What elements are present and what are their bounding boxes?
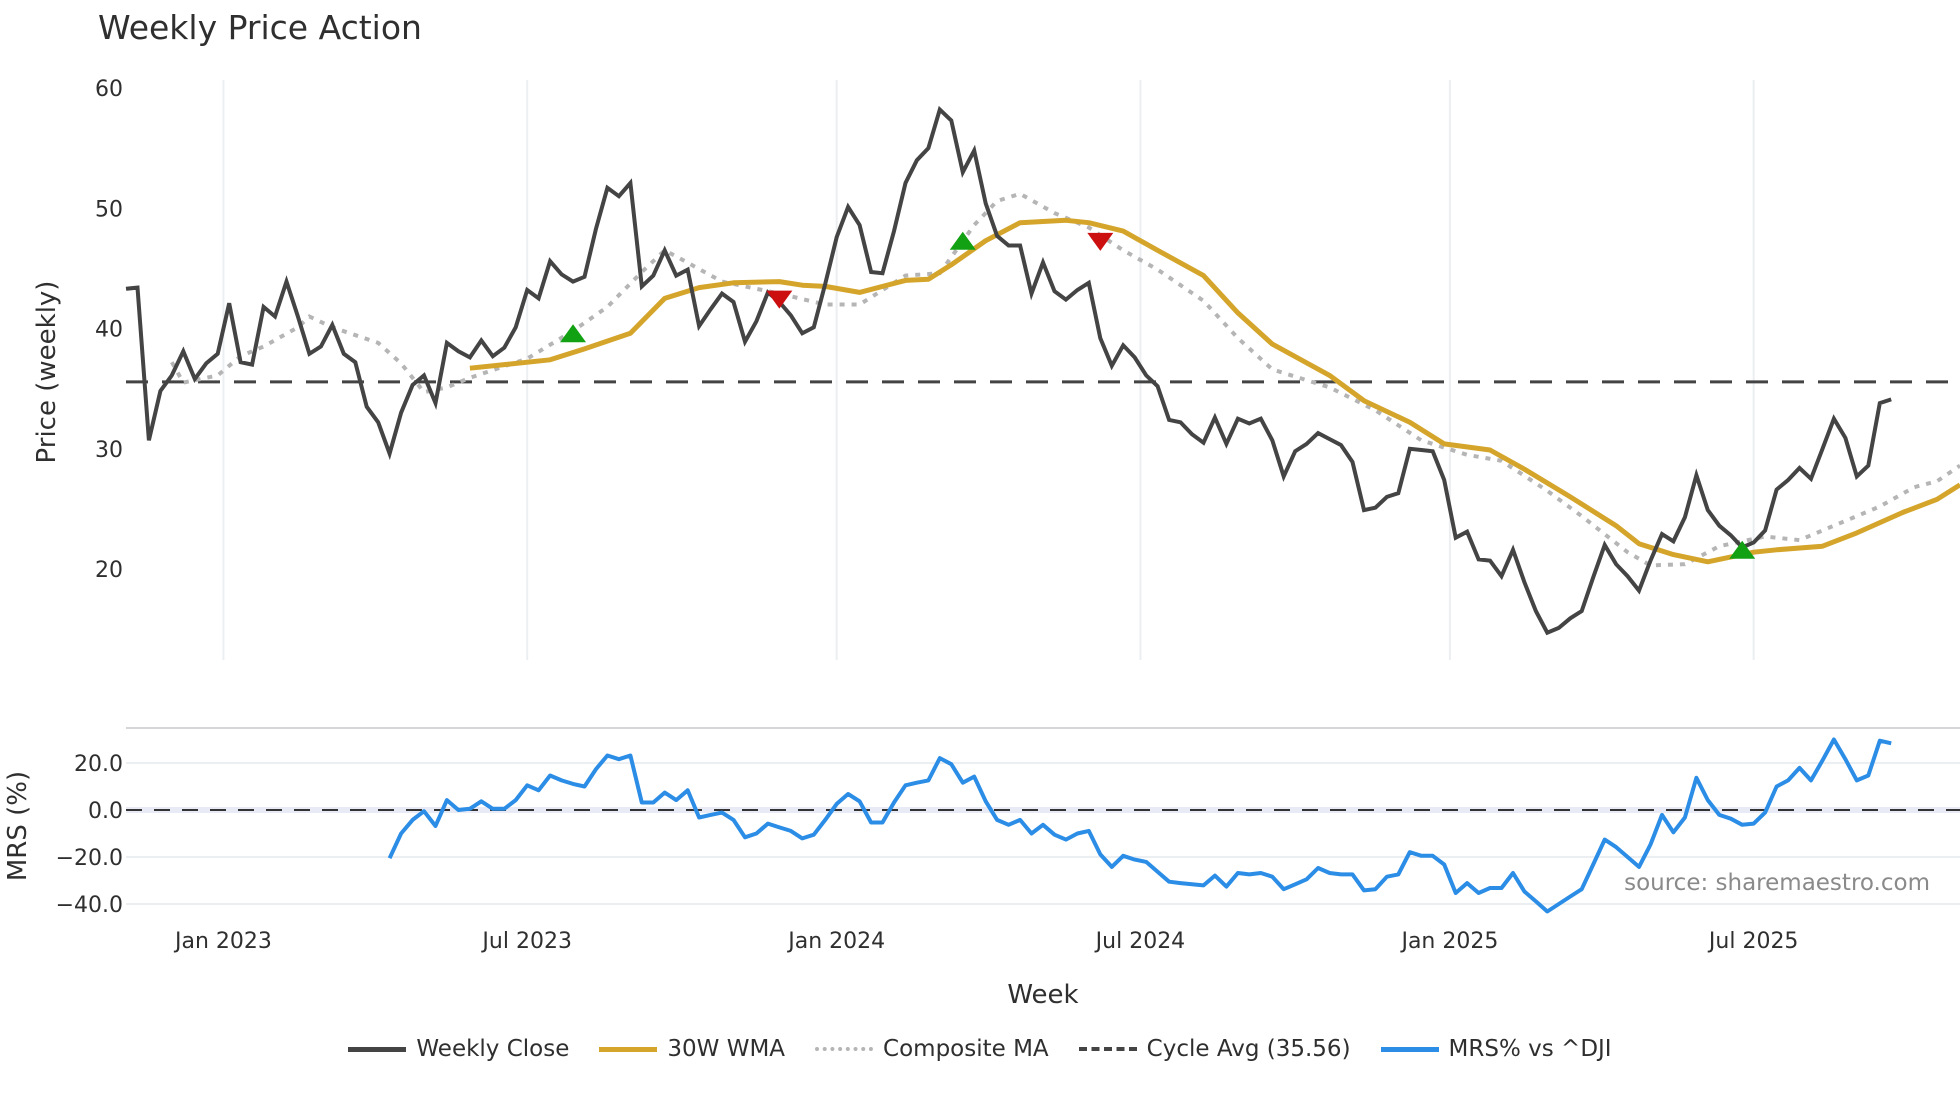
wma-swatch-icon: [599, 1046, 658, 1052]
price-y-tick: 40: [95, 318, 123, 343]
legend-label: Cycle Avg (35.56): [1146, 1036, 1351, 1062]
sell-signal-down-triangle-icon: [1087, 232, 1114, 251]
legend-item-composite[interactable]: Composite MA: [815, 1036, 1049, 1062]
mrs-y-tick: −40.0: [56, 893, 123, 918]
cycle-swatch-icon: [1078, 1047, 1137, 1051]
wma-30w-line: [469, 217, 1960, 565]
x-tick-label: Jul 2023: [480, 929, 572, 954]
buy-signal-up-triangle-icon: [949, 231, 976, 250]
price-y-tick: 50: [95, 197, 123, 222]
mrs-y-tick: −20.0: [56, 846, 123, 871]
buy-signal-up-triangle-icon: [1729, 540, 1756, 559]
legend-item-wma[interactable]: 30W WMA: [599, 1036, 785, 1062]
legend-item-close[interactable]: Weekly Close: [348, 1036, 569, 1062]
legend: Weekly Close 30W WMA Composite MA Cycle Avg…: [0, 1036, 1960, 1062]
mrs-y-axis-title: MRS (%): [3, 771, 33, 881]
x-axis-title: Week: [1007, 980, 1078, 1010]
close-swatch-icon: [348, 1046, 407, 1052]
mrs-line: [387, 737, 1892, 914]
mrs-y-axis: 20.0 0.0 −20.0 −40.0: [56, 752, 123, 918]
legend-label: Composite MA: [883, 1036, 1049, 1062]
mrs-y-tick: 0.0: [88, 799, 123, 824]
price-y-tick: 20: [95, 558, 123, 583]
legend-item-mrs[interactable]: MRS% vs ^DJI: [1380, 1036, 1612, 1062]
gridlines: [126, 80, 1960, 905]
x-tick-label: Jan 2025: [1399, 929, 1498, 954]
x-tick-label: Jan 2023: [173, 929, 272, 954]
legend-label: MRS% vs ^DJI: [1448, 1036, 1612, 1062]
price-y-axis: 60 50 40 30 20: [95, 77, 123, 583]
weekly-close-line: [125, 105, 1892, 636]
x-tick-label: Jul 2025: [1707, 929, 1799, 954]
legend-item-cycle[interactable]: Cycle Avg (35.56): [1078, 1036, 1351, 1062]
x-tick-label: Jan 2024: [786, 929, 885, 954]
x-tick-label: Jul 2024: [1094, 929, 1186, 954]
buy-signal-up-triangle-icon: [560, 324, 587, 343]
signal-markers: [560, 231, 1756, 559]
mrs-swatch-icon: [1380, 1046, 1439, 1052]
chart-title: Weekly Price Action: [98, 8, 422, 47]
sell-signal-down-triangle-icon: [766, 290, 793, 309]
legend-label: Weekly Close: [416, 1036, 570, 1062]
x-axis: Jan 2023 Jul 2023 Jan 2024 Jul 2024 Jan 2025…: [173, 929, 1798, 954]
price-y-axis-title: Price (weekly): [32, 281, 62, 464]
price-y-tick: 60: [95, 77, 123, 102]
price-y-tick: 30: [95, 438, 123, 463]
mrs-y-tick: 20.0: [74, 752, 123, 777]
legend-label: 30W WMA: [667, 1036, 786, 1062]
composite-swatch-icon: [815, 1047, 874, 1051]
source-watermark: source: sharemaestro.com: [1624, 870, 1930, 896]
